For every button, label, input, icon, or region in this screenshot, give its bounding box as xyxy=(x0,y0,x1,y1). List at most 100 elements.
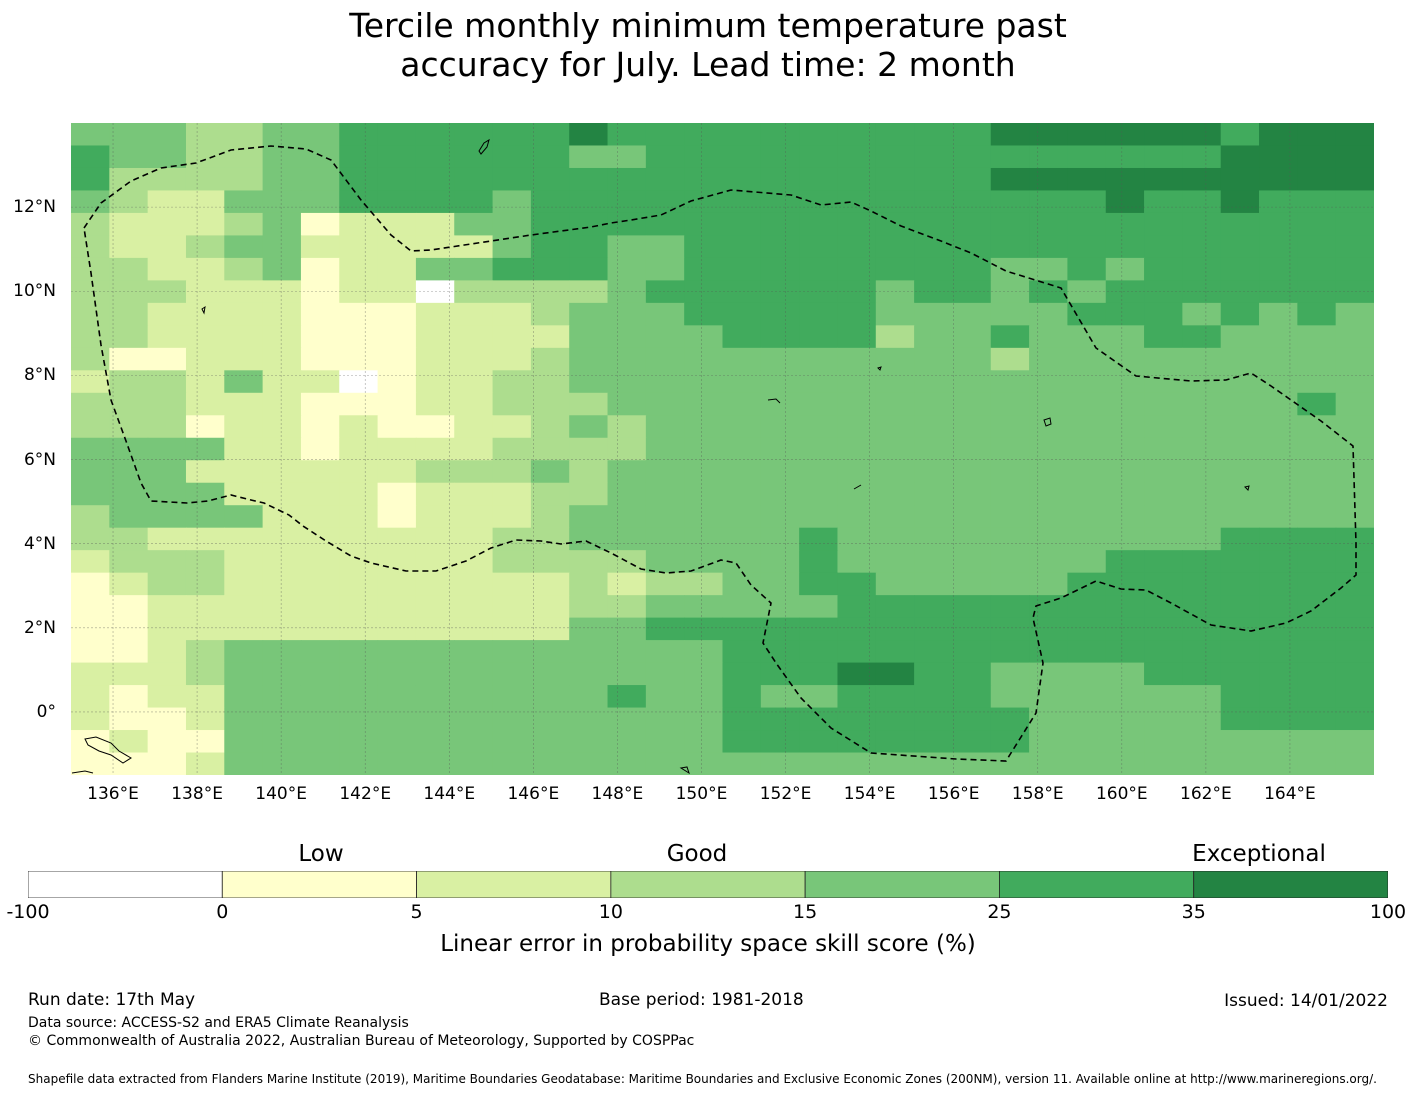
latitude-tick-label: 8°N xyxy=(23,365,56,386)
grid-cell xyxy=(147,617,187,641)
grid-cell xyxy=(71,752,110,775)
grid-cell xyxy=(492,347,532,371)
grid-cell xyxy=(1220,460,1260,484)
grid-cell xyxy=(799,392,839,416)
grid-cell xyxy=(109,482,149,506)
grid-cell xyxy=(1220,572,1260,596)
colorbar-segment xyxy=(1193,871,1388,898)
grid-cell xyxy=(1029,167,1069,192)
grid-cell xyxy=(300,662,340,686)
grid-cell xyxy=(837,370,877,394)
grid-cell xyxy=(607,190,647,214)
grid-cell xyxy=(109,707,149,731)
grid-cell xyxy=(607,145,647,169)
grid-cell xyxy=(1182,550,1222,574)
grid-cell xyxy=(262,370,302,394)
grid-cell xyxy=(1259,572,1298,596)
grid-cell xyxy=(569,460,609,484)
grid-cell xyxy=(1297,505,1337,529)
grid-cell xyxy=(1144,347,1183,371)
grid-cell xyxy=(377,212,417,237)
grid-cell xyxy=(454,527,494,551)
grid-cell xyxy=(799,190,839,214)
grid-cell xyxy=(262,392,302,416)
grid-cell xyxy=(684,572,724,596)
grid-cell xyxy=(109,730,149,754)
grid-cell xyxy=(1029,527,1069,551)
grid-cell xyxy=(1144,595,1183,619)
grid-cell xyxy=(990,572,1030,596)
grid-cell xyxy=(415,482,455,506)
grid-cell xyxy=(185,167,225,192)
grid-cell xyxy=(645,707,685,731)
grid-cell xyxy=(952,752,992,775)
grid-cell xyxy=(1144,617,1183,641)
grid-cell xyxy=(837,662,877,686)
grid-cell xyxy=(224,662,264,686)
issued-date: Issued: 14/01/2022 xyxy=(1224,991,1388,1011)
grid-cell xyxy=(684,325,724,349)
grid-cell xyxy=(607,280,647,304)
grid-cell xyxy=(990,550,1030,574)
grid-cell xyxy=(645,257,685,281)
grid-cell xyxy=(607,595,647,619)
grid-cell xyxy=(1029,640,1069,664)
grid-cell xyxy=(1067,235,1107,259)
grid-cell xyxy=(1259,437,1298,461)
grid-cell xyxy=(1029,752,1069,775)
grid-cell xyxy=(607,752,647,775)
grid-cell xyxy=(760,460,800,484)
grid-cell xyxy=(377,235,417,259)
grid-cell xyxy=(1259,640,1298,664)
grid-cell xyxy=(262,640,302,664)
grid-cell xyxy=(377,707,417,731)
grid-cell xyxy=(952,370,992,394)
grid-cell xyxy=(1029,302,1069,326)
grid-cell xyxy=(454,325,494,349)
grid-cell xyxy=(1067,662,1107,686)
grid-cell xyxy=(1029,460,1069,484)
grid-cell xyxy=(147,190,187,214)
grid-cell xyxy=(71,707,110,731)
grid-cell xyxy=(1335,527,1374,551)
grid-cell xyxy=(71,325,110,349)
grid-cell xyxy=(1297,123,1337,147)
grid-cell xyxy=(454,392,494,416)
grid-cell xyxy=(185,347,225,371)
grid-cell xyxy=(454,235,494,259)
grid-cell xyxy=(1182,595,1222,619)
grid-cell xyxy=(71,167,110,192)
grid-cell xyxy=(454,415,494,439)
grid-cell xyxy=(454,167,494,192)
grid-cell xyxy=(760,640,800,664)
grid-cell xyxy=(1105,235,1145,259)
grid-cell xyxy=(415,257,455,281)
grid-cell xyxy=(1259,460,1298,484)
grid-cell xyxy=(71,437,110,461)
grid-cell xyxy=(990,527,1030,551)
grid-cell xyxy=(760,505,800,529)
grid-cell xyxy=(952,707,992,731)
grid-cell xyxy=(607,640,647,664)
grid-cell xyxy=(1067,482,1107,506)
grid-cell xyxy=(1259,392,1298,416)
grid-cell xyxy=(684,752,724,775)
grid-cell xyxy=(1220,595,1260,619)
grid-cell xyxy=(1335,392,1374,416)
grid-cell xyxy=(875,123,915,147)
grid-cell xyxy=(224,572,264,596)
grid-cell xyxy=(722,212,762,237)
grid-cell xyxy=(1259,550,1298,574)
grid-cell xyxy=(1182,347,1222,371)
grid-cell xyxy=(224,640,264,664)
grid-cell xyxy=(492,167,532,192)
grid-cell xyxy=(1220,437,1260,461)
grid-cell xyxy=(224,437,264,461)
grid-cell xyxy=(569,640,609,664)
latitude-tick-label: 12°N xyxy=(13,197,56,218)
grid-cell xyxy=(607,123,647,147)
grid-cell xyxy=(722,257,762,281)
grid-cell xyxy=(914,617,954,641)
grid-cell xyxy=(1297,212,1337,237)
grid-cell xyxy=(990,505,1030,529)
